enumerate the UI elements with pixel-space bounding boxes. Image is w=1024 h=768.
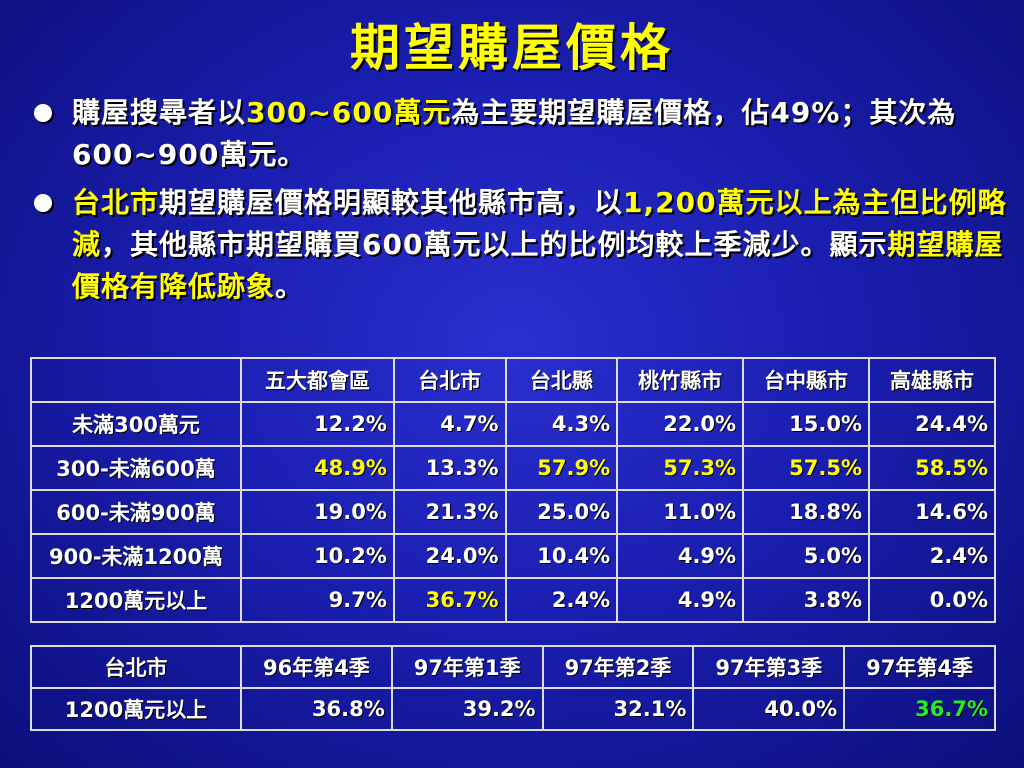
table-cell: 2.4% xyxy=(868,533,996,579)
table-header-cell: 台北縣 xyxy=(504,357,619,403)
table-cell: 12.2% xyxy=(240,401,395,447)
table-cell: 39.2% xyxy=(390,687,544,731)
table-cell: 10.2% xyxy=(240,533,395,579)
bullet2-text-d: ，其他縣市期望購買600萬元以上的比例均較上季減少。顯示 xyxy=(101,228,888,261)
table-cell: 32.1% xyxy=(541,687,695,731)
table-cell: 19.0% xyxy=(240,489,395,535)
bullet-item-2: 台北市期望購屋價格明顯較其他縣市高，以1,200萬元以上為主但比例略減，其他縣市… xyxy=(30,182,1010,308)
table-header-cell: 97年第4季 xyxy=(843,645,996,689)
bullet1-highlight: 300~600萬元 xyxy=(246,96,452,129)
table-cell: 4.7% xyxy=(392,401,507,447)
table-cell: 2.4% xyxy=(504,577,619,623)
table-header-cell: 96年第4季 xyxy=(240,645,393,689)
bullet2-highlight-trend: 期望購屋價格有降低跡象 xyxy=(72,228,1004,303)
table-header-row: 台北市 96年第4季 97年第1季 97年第2季 97年第3季 97年第4季 xyxy=(30,645,996,689)
table-cell: 58.5% xyxy=(868,445,996,491)
table-cell: 11.0% xyxy=(616,489,745,535)
table-row: 1200萬元以上 9.7% 36.7% 2.4% 4.9% 3.8% 0.0% xyxy=(30,577,996,623)
table-cell: 15.0% xyxy=(742,401,871,447)
table-header-cell: 97年第1季 xyxy=(390,645,544,689)
table-header-cell: 97年第3季 xyxy=(692,645,846,689)
bullet1-text-c: 為主要期望購屋價格，佔49%；其次為600~900萬元。 xyxy=(72,96,957,171)
table-cell: 4.9% xyxy=(616,533,745,579)
table-header-cell: 五大都會區 xyxy=(240,357,395,403)
table-header-cell: 桃竹縣市 xyxy=(616,357,745,403)
row-label: 600-未滿900萬 xyxy=(30,489,242,535)
table-cell: 4.3% xyxy=(504,401,619,447)
table-row: 600-未滿900萬 19.0% 21.3% 25.0% 11.0% 18.8%… xyxy=(30,489,996,535)
page-title: 期望購屋價格 xyxy=(350,19,674,77)
bullet-list: 購屋搜尋者以300~600萬元為主要期望購屋價格，佔49%；其次為600~900… xyxy=(30,92,1010,314)
table-cell: 14.6% xyxy=(868,489,996,535)
table-row: 1200萬元以上 36.8% 39.2% 32.1% 40.0% 36.7% xyxy=(30,687,996,731)
table-cell: 36.7% xyxy=(392,577,507,623)
table-cell: 57.5% xyxy=(742,445,871,491)
bullet-dot-icon xyxy=(34,194,52,212)
table-header-cell: 台北市 xyxy=(392,357,507,403)
table-cell: 13.3% xyxy=(392,445,507,491)
table-row: 300-未滿600萬 48.9% 13.3% 57.9% 57.3% 57.5%… xyxy=(30,445,996,491)
table-cell: 57.3% xyxy=(616,445,745,491)
table-cell: 18.8% xyxy=(742,489,871,535)
table-cell: 22.0% xyxy=(616,401,745,447)
table-cell: 24.4% xyxy=(868,401,996,447)
bullet-item-1: 購屋搜尋者以300~600萬元為主要期望購屋價格，佔49%；其次為600~900… xyxy=(30,92,1010,176)
table-cell: 3.8% xyxy=(742,577,871,623)
table-header-row: 五大都會區 台北市 台北縣 桃竹縣市 台中縣市 高雄縣市 xyxy=(30,357,996,403)
bullet2-text-f: 。 xyxy=(275,270,305,303)
table-row: 未滿300萬元 12.2% 4.7% 4.3% 22.0% 15.0% 24.4… xyxy=(30,401,996,447)
table-cell: 0.0% xyxy=(868,577,996,623)
table-cell: 48.9% xyxy=(240,445,395,491)
bullet2-highlight-city: 台北市 xyxy=(72,186,160,219)
table-cell: 25.0% xyxy=(504,489,619,535)
table-cell: 24.0% xyxy=(392,533,507,579)
taipei-trend-table: 台北市 96年第4季 97年第1季 97年第2季 97年第3季 97年第4季 1… xyxy=(30,645,996,731)
row-label: 1200萬元以上 xyxy=(30,577,242,623)
table-cell: 4.9% xyxy=(616,577,745,623)
table-header-cell xyxy=(30,357,242,403)
table-cell: 40.0% xyxy=(692,687,846,731)
row-label: 1200萬元以上 xyxy=(30,687,242,731)
bullet2-highlight-price: 1,200萬元以上為主但比例略減 xyxy=(72,186,1007,261)
table-header-cell: 台中縣市 xyxy=(742,357,871,403)
price-distribution-table: 五大都會區 台北市 台北縣 桃竹縣市 台中縣市 高雄縣市 未滿300萬元 12.… xyxy=(30,357,996,623)
table-cell: 10.4% xyxy=(504,533,619,579)
row-label: 900-未滿1200萬 xyxy=(30,533,242,579)
table-cell: 9.7% xyxy=(240,577,395,623)
table-cell: 36.8% xyxy=(240,687,393,731)
table-header-cell: 97年第2季 xyxy=(541,645,695,689)
table-row: 900-未滿1200萬 10.2% 24.0% 10.4% 4.9% 5.0% … xyxy=(30,533,996,579)
bullet2-text-b: 期望購屋價格明顯較其他縣市高，以 xyxy=(159,186,624,219)
table-cell: 57.9% xyxy=(504,445,619,491)
bullet1-text-a: 購屋搜尋者以 xyxy=(72,96,247,129)
table-cell: 21.3% xyxy=(392,489,507,535)
table-header-cell: 高雄縣市 xyxy=(868,357,996,403)
row-label: 300-未滿600萬 xyxy=(30,445,242,491)
table-cell: 36.7% xyxy=(843,687,996,731)
bullet-dot-icon xyxy=(34,104,52,122)
row-label: 未滿300萬元 xyxy=(30,401,242,447)
table-header-cell: 台北市 xyxy=(30,645,242,689)
table-cell: 5.0% xyxy=(742,533,871,579)
